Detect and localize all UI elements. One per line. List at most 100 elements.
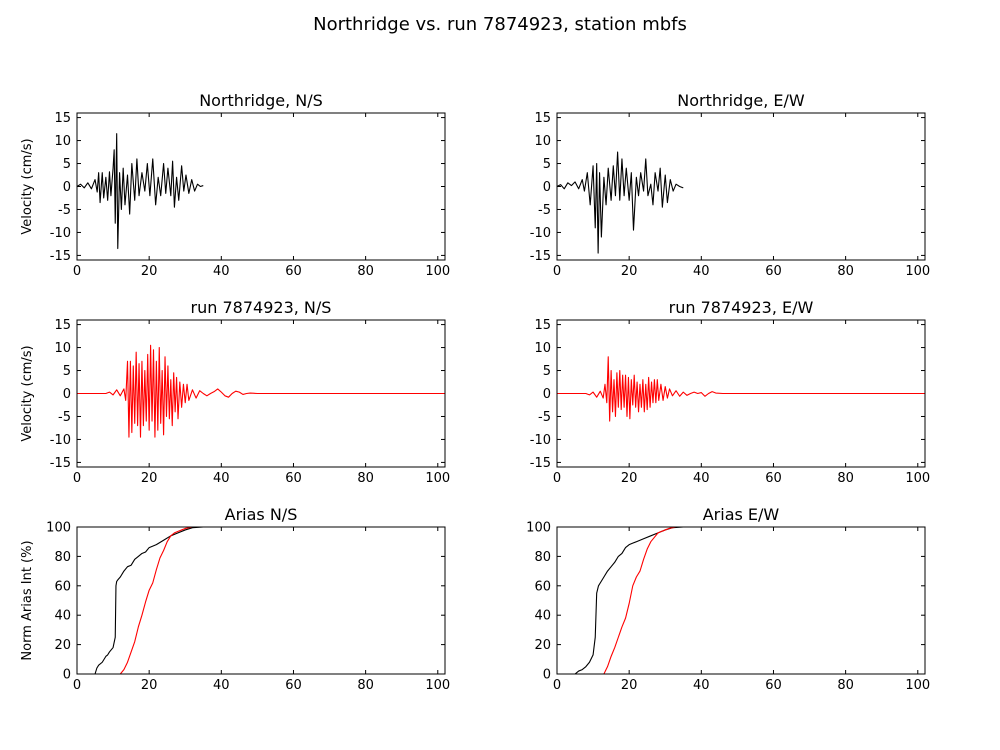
plot-frame (76, 112, 446, 261)
y-tick-label: -15 (530, 249, 551, 264)
x-tick-label: 40 (693, 264, 710, 279)
subplot-grid: Northridge, N/S Velocity (cm/s) 0 20 40 60 80 1… (20, 91, 930, 693)
subplot-2: Northridge, E/W 0 20 40 60 80 100 -15 -10 -5 0 5 10 1… (530, 91, 930, 279)
subplot-title: Northridge, E/W (677, 91, 805, 110)
x-tick-label: 40 (693, 471, 710, 486)
subplot-title: run 7874923, E/W (669, 298, 814, 317)
y-axis-label: Norm Arias Int (%) (20, 540, 35, 660)
x-tick-label: 60 (765, 264, 782, 279)
subplot-title: Arias N/S (225, 505, 298, 524)
plot-frame (76, 526, 446, 675)
series-line-1 (77, 527, 204, 674)
x-tick-label: 0 (553, 471, 561, 486)
y-tick-label: 15 (534, 318, 551, 333)
y-tick-label: 60 (534, 579, 551, 594)
x-tick-label: 80 (357, 678, 374, 693)
y-tick-label: 40 (54, 609, 71, 624)
series-line-2 (77, 527, 200, 674)
y-tick-label: 80 (534, 550, 551, 565)
x-tick-label: 0 (73, 264, 81, 279)
y-tick-label: 80 (54, 550, 71, 565)
x-tick-label: 100 (425, 678, 450, 693)
series-line-1 (557, 527, 684, 674)
x-tick-label: 60 (285, 678, 302, 693)
plot-frame (76, 319, 446, 468)
figure-title: Northridge vs. run 7874923, station mbfs (313, 14, 687, 35)
y-tick-label: 0 (63, 668, 71, 683)
x-tick-label: 100 (905, 678, 930, 693)
x-tick-label: 40 (693, 678, 710, 693)
y-tick-label: -15 (50, 249, 71, 264)
y-tick-label: -5 (58, 203, 71, 218)
y-tick-label: 20 (534, 638, 551, 653)
y-tick-label: 5 (543, 364, 551, 379)
x-tick-label: 0 (553, 264, 561, 279)
plot-frame (556, 319, 926, 468)
x-tick-label: 0 (73, 678, 81, 693)
y-tick-label: 60 (54, 579, 71, 594)
x-tick-label: 60 (285, 471, 302, 486)
y-tick-label: 15 (54, 111, 71, 126)
y-axis-label: Velocity (cm/s) (20, 345, 35, 441)
y-tick-label: 20 (54, 638, 71, 653)
y-tick-label: -10 (50, 226, 71, 241)
x-tick-label: 20 (621, 471, 638, 486)
y-tick-label: -15 (50, 456, 71, 471)
subplot-4: run 7874923, E/W 0 20 40 60 80 100 -15 -10 -5 0 5 10… (530, 298, 930, 486)
x-tick-label: 20 (621, 264, 638, 279)
series-line-1 (557, 356, 925, 422)
x-tick-label: 60 (765, 678, 782, 693)
x-tick-label: 0 (553, 678, 561, 693)
y-tick-label: -5 (58, 410, 71, 425)
x-tick-label: 40 (213, 264, 230, 279)
y-tick-label: -10 (530, 433, 551, 448)
y-tick-label: 0 (543, 387, 551, 402)
y-tick-label: 15 (54, 318, 71, 333)
series-line-1 (77, 133, 204, 250)
x-tick-label: 100 (905, 264, 930, 279)
x-tick-label: 80 (357, 471, 374, 486)
y-tick-label: 5 (63, 364, 71, 379)
x-tick-label: 100 (425, 264, 450, 279)
x-tick-label: 80 (837, 471, 854, 486)
y-tick-label: 0 (543, 180, 551, 195)
y-tick-label: 0 (63, 387, 71, 402)
subplot-5: Arias N/S Norm Arias Int (%) 0 20 40 60 80 100 0… (20, 505, 450, 693)
y-tick-label: 10 (534, 134, 551, 149)
y-tick-label: 5 (63, 157, 71, 172)
x-tick-label: 80 (837, 264, 854, 279)
x-tick-label: 60 (285, 264, 302, 279)
x-tick-label: 40 (213, 471, 230, 486)
subplot-6: Arias E/W 0 20 40 60 80 100 0 20 40 60 80 100 (526, 505, 930, 693)
y-tick-label: 0 (543, 668, 551, 683)
y-tick-label: 10 (54, 341, 71, 356)
subplot-title: Arias E/W (703, 505, 780, 524)
y-tick-label: 5 (543, 157, 551, 172)
y-tick-label: -15 (530, 456, 551, 471)
y-tick-label: 0 (63, 180, 71, 195)
plot-frame (556, 112, 926, 261)
series-line-1 (557, 151, 684, 254)
x-tick-label: 100 (905, 471, 930, 486)
y-tick-label: -10 (530, 226, 551, 241)
x-tick-label: 20 (141, 471, 158, 486)
x-tick-label: 0 (73, 471, 81, 486)
subplot-title: run 7874923, N/S (191, 298, 332, 317)
subplot-1: Northridge, N/S Velocity (cm/s) 0 20 40 60 80 1… (20, 91, 450, 279)
y-tick-label: -5 (538, 410, 551, 425)
y-tick-label: 10 (534, 341, 551, 356)
x-tick-label: 40 (213, 678, 230, 693)
y-tick-label: 15 (534, 111, 551, 126)
x-tick-label: 80 (357, 264, 374, 279)
y-tick-label: 100 (526, 521, 551, 536)
y-tick-label: 100 (46, 521, 71, 536)
series-line-1 (77, 344, 445, 438)
plot-frame (556, 526, 926, 675)
series-line-2 (557, 527, 684, 674)
y-tick-label: 10 (54, 134, 71, 149)
y-tick-label: -5 (538, 203, 551, 218)
y-tick-label: 40 (534, 609, 551, 624)
x-tick-label: 20 (141, 264, 158, 279)
subplot-title: Northridge, N/S (199, 91, 323, 110)
